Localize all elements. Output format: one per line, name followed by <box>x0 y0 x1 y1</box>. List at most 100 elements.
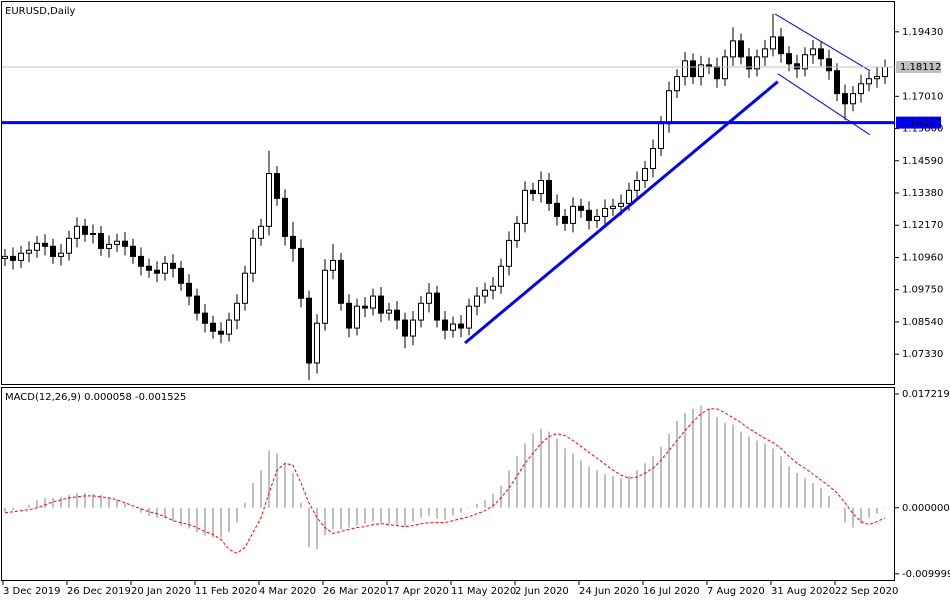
histogram-bar <box>828 495 830 508</box>
x-tick-label: 26 Mar 2020 <box>323 586 386 597</box>
candle-body <box>298 247 304 299</box>
histogram-bar <box>844 507 846 523</box>
x-tick-label: 31 Aug 2020 <box>771 586 835 597</box>
candle-body <box>786 53 792 65</box>
histogram-bar <box>476 503 478 508</box>
histogram-bar <box>148 507 150 516</box>
histogram-bar <box>308 507 310 548</box>
histogram-bar <box>660 446 662 508</box>
histogram-bar <box>116 499 118 508</box>
histogram-bar <box>4 507 6 512</box>
candle-body <box>34 242 40 251</box>
candle-body <box>450 323 456 331</box>
histogram-bar <box>412 507 414 522</box>
candle-body <box>698 64 704 78</box>
histogram-bar <box>204 507 206 536</box>
x-tick-label: 11 Feb 2020 <box>195 586 257 597</box>
y-tick-label: 1.17010 <box>902 91 943 102</box>
candle-body <box>290 235 296 249</box>
candle-body <box>314 322 320 364</box>
histogram-bar <box>220 507 222 538</box>
candle-body <box>570 205 576 224</box>
candle-body <box>346 302 352 329</box>
candle-body <box>794 63 800 70</box>
histogram-bar <box>548 431 550 508</box>
histogram-bar <box>356 507 358 526</box>
level-line-label: 1.16023 <box>900 118 941 129</box>
histogram-bar <box>692 408 694 508</box>
candle-body <box>114 240 120 245</box>
histogram-bar <box>276 453 278 508</box>
candle-body <box>474 295 480 307</box>
price-line-box <box>896 60 941 73</box>
y-tick-label: -0.009999 <box>902 569 950 580</box>
y-tick-label: 0.017219 <box>902 389 950 400</box>
x-tick-label: 16 Jul 2020 <box>643 586 700 597</box>
candle-body <box>18 252 24 261</box>
candle-body <box>714 66 720 80</box>
histogram-bar <box>556 438 558 508</box>
histogram-bar <box>380 507 382 523</box>
histogram-bar <box>748 436 750 508</box>
candle-body <box>50 245 56 257</box>
x-tick-label: 20 Jan 2020 <box>131 586 191 597</box>
candle-body <box>778 36 784 55</box>
level-line-box <box>896 116 941 129</box>
histogram-bar <box>300 502 302 508</box>
candle-body <box>810 48 816 56</box>
y-tick-label: 0.000000 <box>902 503 950 514</box>
histogram-bar <box>28 504 30 508</box>
histogram-bar <box>372 507 374 522</box>
candle-body <box>210 322 216 332</box>
histogram-bar <box>772 448 774 508</box>
candle-body <box>362 305 368 309</box>
histogram-bar <box>68 494 70 508</box>
candle-body <box>354 305 360 329</box>
histogram-bar <box>324 507 326 536</box>
candle-body <box>738 40 744 58</box>
candle-body <box>874 76 880 80</box>
candle-body <box>522 189 528 224</box>
histogram-bar <box>100 494 102 508</box>
candle-body <box>10 255 16 261</box>
histogram-bar <box>164 507 166 519</box>
histogram-bar <box>60 496 62 508</box>
y-tick-label: 1.14590 <box>902 156 943 167</box>
histogram-bar <box>108 497 110 508</box>
channel-line <box>774 13 871 72</box>
candle-body <box>442 319 448 331</box>
histogram-bar <box>740 431 742 508</box>
candle-body <box>370 295 376 309</box>
candle-body <box>866 78 872 85</box>
candle-body <box>602 207 608 217</box>
histogram-bar <box>852 507 854 528</box>
candle-body <box>626 189 632 204</box>
candle-body <box>802 54 808 70</box>
histogram-bar <box>796 473 798 508</box>
histogram-bar <box>444 507 446 520</box>
histogram-bar <box>788 466 790 508</box>
y-tick-label: 1.12170 <box>902 220 943 231</box>
candle-body <box>618 202 624 207</box>
histogram-bar <box>420 507 422 518</box>
histogram-bar <box>180 507 182 526</box>
candle-body <box>2 255 8 260</box>
candle-body <box>578 205 584 211</box>
histogram-bar <box>652 456 654 508</box>
histogram-bar <box>20 507 22 509</box>
y-tick-label: 1.09750 <box>902 285 943 296</box>
plot-layer: 1.19430 1.17010 1.15800 1.14590 1.13380 1.121… <box>2 13 950 597</box>
histogram-bar <box>564 448 566 508</box>
candle-body <box>506 239 512 267</box>
histogram-bar <box>260 470 262 508</box>
histogram-bar <box>684 412 686 508</box>
histogram-bar <box>364 507 366 524</box>
histogram-bar <box>628 476 630 508</box>
histogram-bar <box>604 474 606 508</box>
candle-body <box>882 66 888 78</box>
candle-body <box>722 56 728 80</box>
histogram-bar <box>124 503 126 508</box>
histogram-bar <box>884 507 886 508</box>
histogram-bar <box>524 443 526 508</box>
